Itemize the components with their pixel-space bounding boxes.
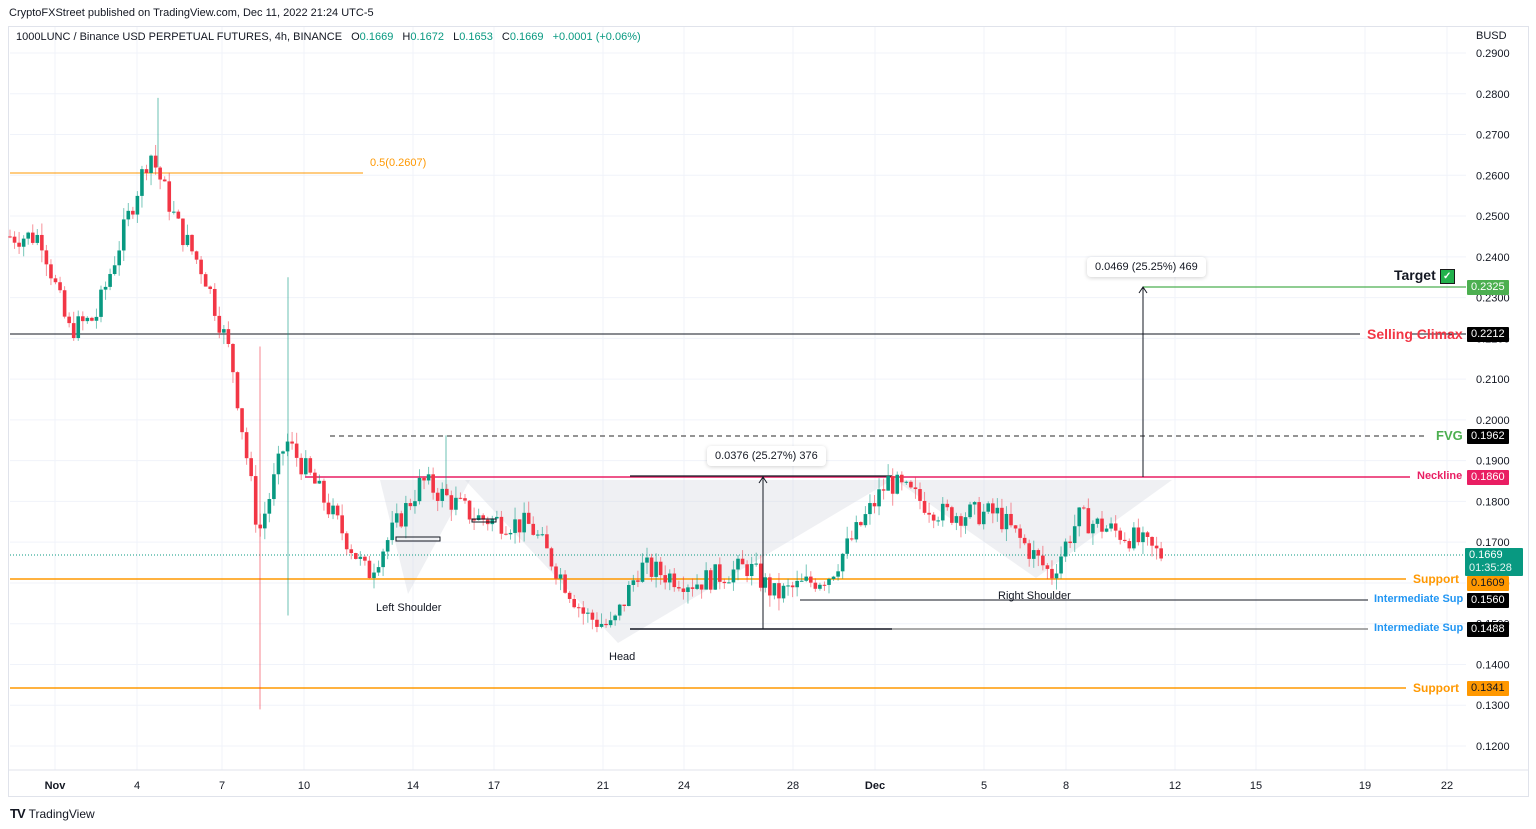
- low-value: 0.1653: [459, 31, 493, 43]
- high-value: 0.1672: [410, 31, 444, 43]
- time-axis[interactable]: Nov 4 7 10 14 17 21 24 28 Dec 5 8 12 15 19 22: [45, 780, 1454, 792]
- left-shoulder-label: Left Shoulder: [376, 602, 442, 614]
- measure-arrows: [758, 286, 1148, 629]
- neckline-label: Neckline: [1417, 470, 1463, 482]
- time-tick: 17: [488, 780, 500, 792]
- price-tick: 0.1900: [1476, 456, 1510, 468]
- time-tick: 5: [981, 780, 987, 792]
- intermediate-sup-price-tag-1: 0.1560: [1467, 593, 1509, 608]
- price-tick: 0.2400: [1476, 252, 1510, 264]
- fib-label: 0.5(0.2607): [370, 157, 427, 169]
- price-tick: 0.1400: [1476, 659, 1510, 671]
- time-tick: 21: [597, 780, 609, 792]
- time-tick: 7: [219, 780, 225, 792]
- selling-climax-price-tag: 0.2212: [1467, 327, 1509, 342]
- time-tick: 4: [134, 780, 140, 792]
- price-tick: 0.1200: [1476, 741, 1510, 753]
- selling-climax-label: Selling Climax: [1367, 326, 1463, 342]
- chart-frame: [8, 26, 1529, 797]
- neckline-price-tag: 0.1860: [1467, 470, 1509, 485]
- support-label-2: Support: [1413, 681, 1459, 695]
- grid: [10, 27, 1466, 770]
- candlestick-series: [8, 97, 1163, 710]
- check-icon: ✓: [1439, 268, 1455, 284]
- price-axis[interactable]: 0.2900 0.2800 0.2700 0.2600 0.2500 0.2400 0.23…: [1476, 48, 1510, 753]
- open-value: 0.1669: [359, 31, 394, 43]
- head-and-shoulders-pattern: [380, 480, 1172, 643]
- head-shape: [465, 480, 892, 643]
- tradingview-logo[interactable]: TV TradingView: [10, 806, 95, 821]
- fvg-label: FVG: [1436, 428, 1463, 443]
- price-tick: 0.2000: [1476, 415, 1510, 427]
- support-price-tag-1: 0.1609: [1467, 576, 1509, 591]
- support-price-tag-2: 0.1341: [1467, 681, 1509, 696]
- time-tick: 12: [1169, 780, 1181, 792]
- price-tick: 0.1800: [1476, 496, 1510, 508]
- time-tick: 8: [1063, 780, 1069, 792]
- price-tick: 0.2100: [1476, 374, 1510, 386]
- time-tick: Nov: [45, 780, 67, 792]
- currency-label: BUSD: [1476, 30, 1507, 42]
- price-tick: 0.2600: [1476, 170, 1510, 182]
- pattern-depth-callout: 0.0376 (25.27%) 376: [707, 446, 826, 466]
- time-tick: 19: [1359, 780, 1371, 792]
- symbol-name: 1000LUNC / Binance USD PERPETUAL FUTURES…: [16, 31, 343, 43]
- time-tick: 14: [407, 780, 419, 792]
- time-tick: Dec: [865, 780, 885, 792]
- tradingview-logo-icon: TV: [10, 806, 26, 821]
- intermediate-sup-price-tag-2: 0.1488: [1467, 622, 1509, 637]
- time-tick: 15: [1250, 780, 1262, 792]
- intermediate-sup-label-1: Intermediate Sup: [1374, 593, 1464, 605]
- head-label: Head: [609, 651, 636, 663]
- close-value: 0.1669: [509, 31, 544, 43]
- publisher-caption: CryptoFXStreet published on TradingView.…: [9, 7, 374, 19]
- target-label: Target ✓: [1394, 267, 1455, 284]
- time-tick: 10: [298, 780, 310, 792]
- symbol-legend: 1000LUNC / Binance USD PERPETUAL FUTURES…: [16, 31, 641, 43]
- change-value: +0.0001 (+0.06%): [552, 31, 641, 43]
- target-price-tag: 0.2325: [1467, 280, 1509, 295]
- bar-countdown: 01:35:28: [1469, 562, 1512, 574]
- price-tick: 0.1300: [1476, 700, 1510, 712]
- time-tick: 22: [1441, 780, 1453, 792]
- intermediate-sup-label-2: Intermediate Sup: [1374, 622, 1464, 634]
- price-tick: 0.2900: [1476, 48, 1510, 60]
- time-tick: 24: [678, 780, 690, 792]
- price-tick: 0.1700: [1476, 537, 1510, 549]
- price-tick: 0.2800: [1476, 89, 1510, 101]
- price-tick: 0.2300: [1476, 293, 1510, 305]
- current-price-tag: 0.1669 01:35:28: [1465, 548, 1523, 576]
- time-tick: 28: [787, 780, 799, 792]
- right-shoulder-shape: [895, 480, 1172, 578]
- annotation-box: [395, 536, 441, 542]
- fvg-price-tag: 0.1962: [1467, 429, 1509, 444]
- projection-callout: 0.0469 (25.25%) 469: [1087, 257, 1206, 277]
- support-label-1: Support: [1413, 572, 1459, 586]
- right-shoulder-label: Right Shoulder: [998, 590, 1071, 602]
- annotation-box: [471, 518, 497, 523]
- level-lines: [10, 172, 1466, 689]
- price-tick: 0.2500: [1476, 211, 1510, 223]
- price-tick: 0.2700: [1476, 130, 1510, 142]
